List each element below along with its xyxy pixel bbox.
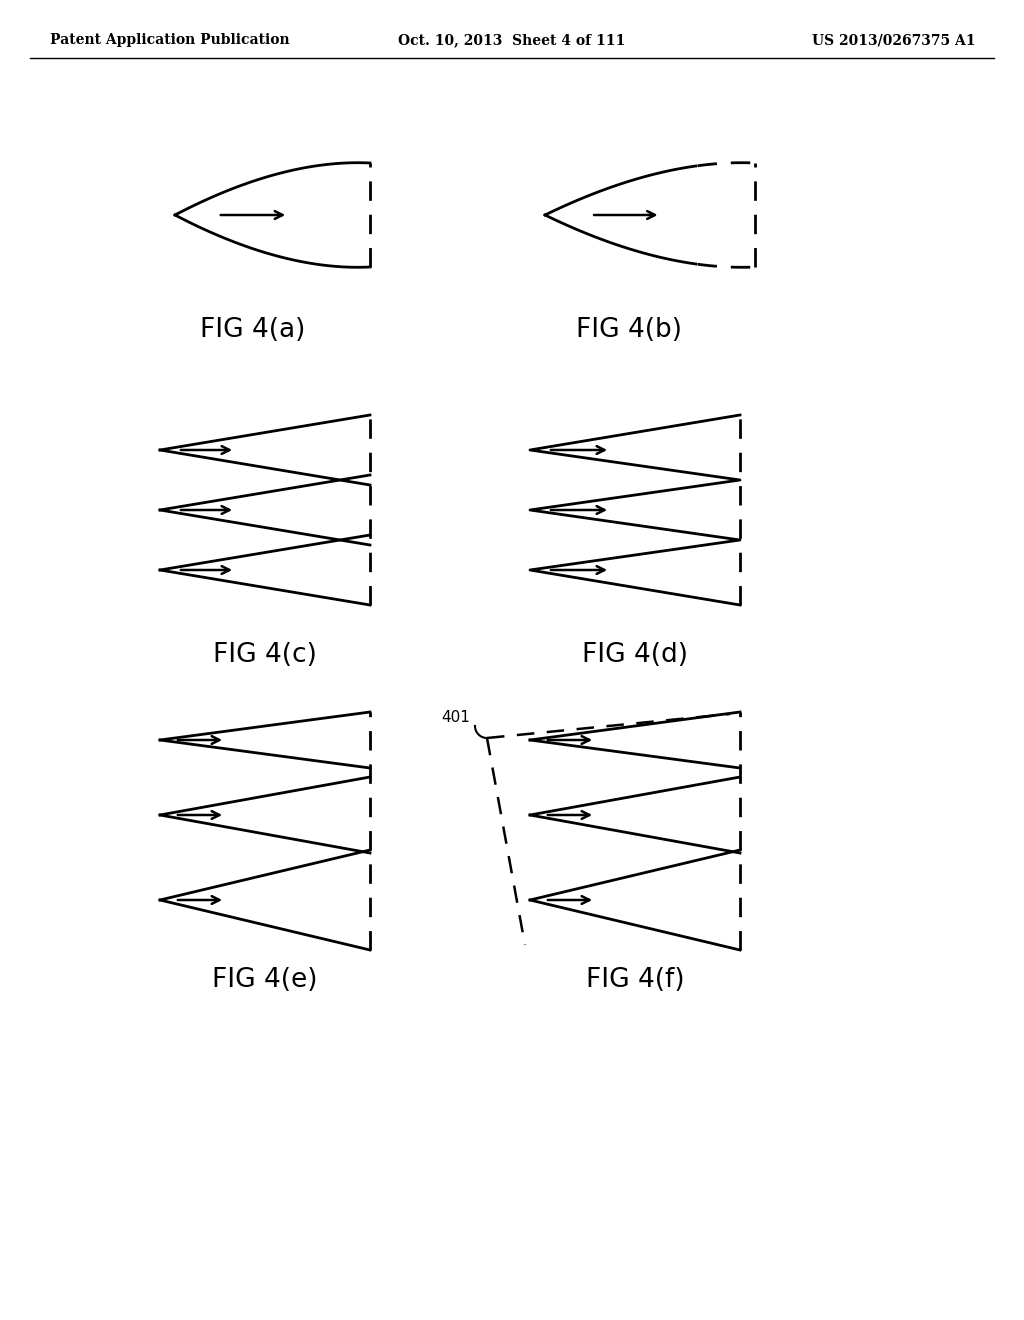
Text: FIG 4(e): FIG 4(e)	[212, 968, 317, 993]
Text: Oct. 10, 2013  Sheet 4 of 111: Oct. 10, 2013 Sheet 4 of 111	[398, 33, 626, 48]
Text: FIG 4(c): FIG 4(c)	[213, 642, 317, 668]
Text: FIG 4(b): FIG 4(b)	[575, 317, 682, 343]
Text: FIG 4(a): FIG 4(a)	[201, 317, 306, 343]
Text: US 2013/0267375 A1: US 2013/0267375 A1	[811, 33, 975, 48]
Text: 401: 401	[441, 710, 470, 726]
Text: FIG 4(d): FIG 4(d)	[582, 642, 688, 668]
Text: FIG 4(f): FIG 4(f)	[586, 968, 684, 993]
Text: Patent Application Publication: Patent Application Publication	[50, 33, 290, 48]
